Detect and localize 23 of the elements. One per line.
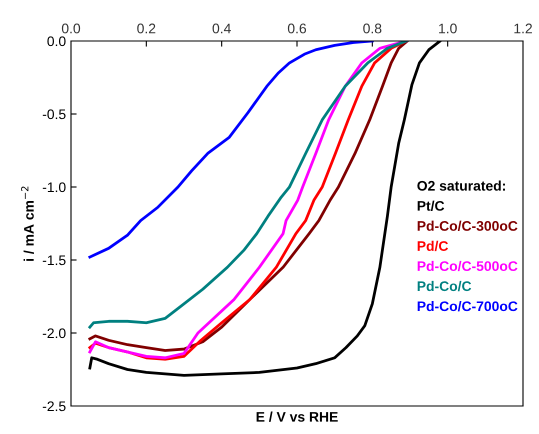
x-tick-label: 1.0 [439, 24, 457, 34]
x-tick-label: 0.2 [137, 24, 156, 34]
text: Pd-Co/C-700oC [418, 300, 518, 312]
y-axis-title: i / mA cm$^{−2}$ [21, 186, 34, 261]
x-tick-label: 0.8 [363, 24, 382, 34]
y-tick-label: -0.5 [42, 109, 66, 120]
x-tick-label: 0.0 [62, 24, 80, 34]
line-series [88, 41, 374, 258]
y-tick-label: 0.0 [47, 36, 66, 46]
x-tick-label: 1.2 [514, 24, 532, 34]
x-tick-label: 0.4 [212, 24, 231, 34]
text: Pd/C [418, 240, 448, 252]
y-tick-label: -1.0 [42, 182, 66, 192]
text: Pd-Co/C-500oC [418, 260, 518, 272]
legend-title: O2 saturated: [417, 180, 505, 191]
text: Pd-Co/C [418, 280, 472, 292]
y-tick-label: -1.5 [42, 255, 66, 266]
x-axis-title: E / V vs RHE [256, 412, 338, 422]
text: Pt/C [418, 200, 444, 211]
x-tick-label: 0.6 [288, 24, 306, 34]
y-tick-label: -2.0 [42, 328, 66, 338]
y-tick-label: -2.5 [42, 401, 66, 412]
text: Pd-Co/C-300oC [418, 220, 518, 232]
